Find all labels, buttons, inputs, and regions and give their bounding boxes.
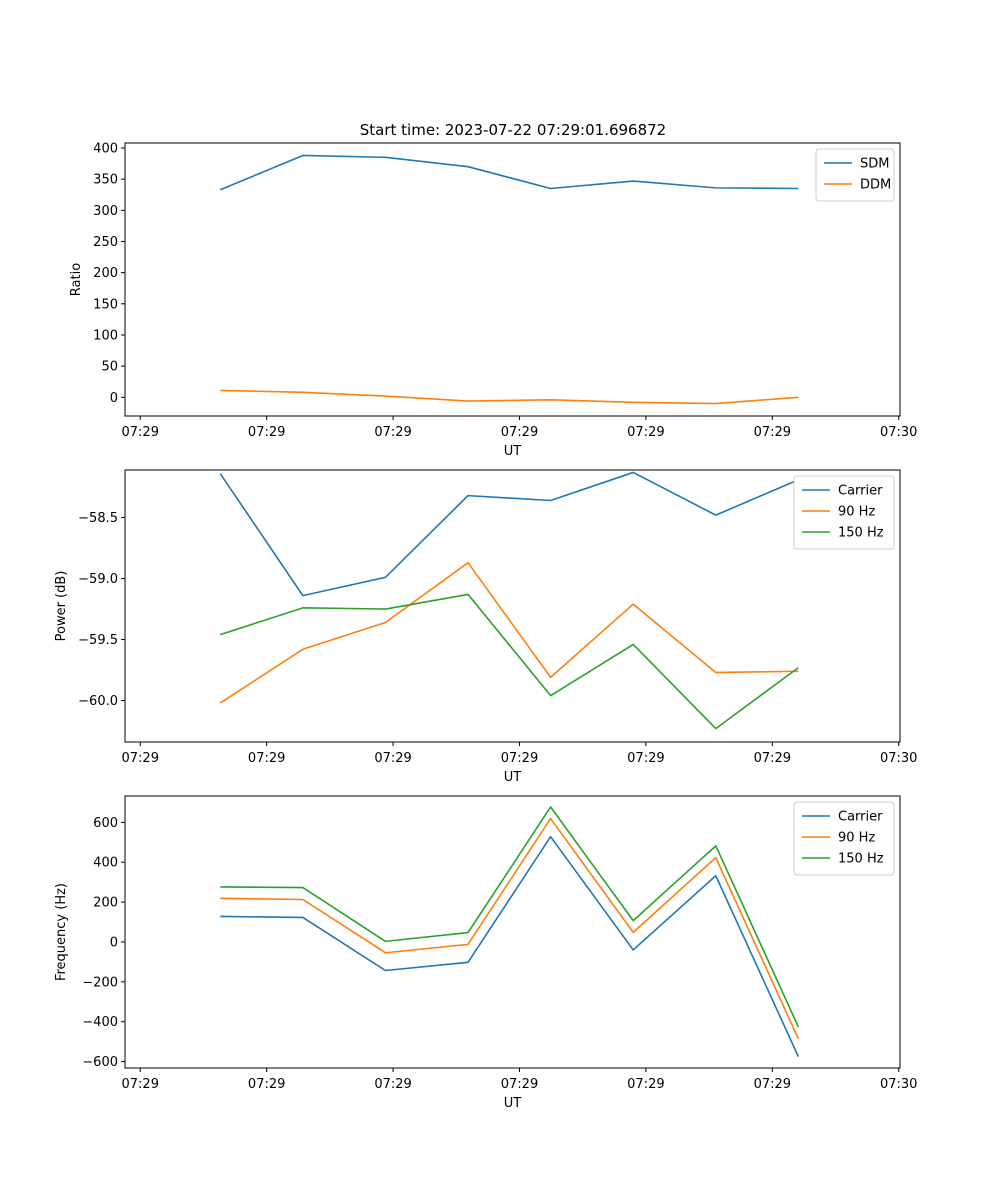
series-line-ddm [220,389,799,405]
x-tick-label: 07:29 [754,425,791,440]
x-tick-label: 07:29 [122,1077,159,1092]
legend-label: DDM [860,178,891,193]
x-tick-label: 07:29 [248,425,285,440]
series-line-150-hz [220,593,799,730]
legend-box [793,801,895,876]
x-tick-label: 07:29 [248,751,285,766]
chart-panel-2: 07:29 07:29 07:29 07:29 07:29 07:29 07:30 −60.0… [54,469,917,785]
x-tick-label: 07:29 [374,425,411,440]
x-tick-label: 07:29 [122,751,159,766]
y-tick-label: 400 [93,141,118,156]
y-tick-label: 200 [93,896,118,911]
x-tick-label: 07:29 [627,1077,664,1092]
y-tick-label: 300 [93,204,118,219]
x-tick-label: 07:29 [122,425,159,440]
y-tick-label: −400 [82,1015,118,1030]
legend: SDM DDM [815,148,895,202]
series-line-90-hz [219,561,799,704]
x-tick-label: 07:30 [880,425,917,440]
y-axis-label: Frequency (Hz) [54,883,69,981]
x-tick-label: 07:29 [501,425,538,440]
y-axis-label: Power (dB) [54,571,69,642]
x-tick-label: 07:29 [374,751,411,766]
plot-area [124,795,901,1069]
x-tick-label: 07:29 [248,1077,285,1092]
chart-panel-3: 07:29 07:29 07:29 07:29 07:29 07:29 07:30 −600 −… [54,795,917,1111]
series-line-carrier [219,471,799,597]
y-tick-label: −58.5 [78,511,118,526]
x-tick-label: 07:30 [880,1077,917,1092]
y-tick-label: −59.0 [78,572,118,587]
legend: Carrier 90 Hz 150 Hz [793,475,895,550]
y-tick-label: 400 [93,856,118,871]
x-tick-label: 07:30 [880,751,917,766]
legend-label: Carrier [838,810,883,825]
legend-box [815,148,895,202]
figure-title: Start time: 2023-07-22 07:29:01.696872 [360,121,666,139]
x-tick-label: 07:29 [754,1077,791,1092]
legend-label: 90 Hz [838,505,875,520]
chart-panel-1: 07:29 07:29 07:29 07:29 07:29 07:29 07:30 0 50 10… [69,141,917,459]
y-tick-label: 50 [101,360,118,375]
y-tick-label: −60.0 [78,694,118,709]
series-line-carrier [220,835,800,1057]
y-tick-label: 250 [93,235,118,250]
y-tick-label: −59.5 [78,633,118,648]
legend-label: 90 Hz [838,831,875,846]
x-axis-label: UT [504,444,522,459]
x-axis-label: UT [504,770,522,785]
y-tick-label: 350 [93,173,118,188]
x-tick-label: 07:29 [754,751,791,766]
y-tick-label: 600 [93,816,118,831]
legend-box [793,475,895,550]
legend-label: 150 Hz [838,852,884,867]
x-axis-label: UT [504,1096,522,1111]
series-line-90-hz [220,817,800,1040]
x-tick-label: 07:29 [501,751,538,766]
charts-group: 07:29 07:29 07:29 07:29 07:29 07:29 07:30 0 50 10… [54,141,917,1111]
y-tick-label: 150 [93,297,118,312]
y-axis-label: Ratio [69,263,84,296]
legend: Carrier 90 Hz 150 Hz [793,801,895,876]
y-tick-label: −200 [82,975,118,990]
plot-area [124,469,901,743]
legend-label: Carrier [838,484,883,499]
legend-label: SDM [860,157,889,172]
y-tick-label: 0 [110,935,118,950]
x-tick-label: 07:29 [374,1077,411,1092]
series-line-150-hz [220,806,800,1028]
x-tick-label: 07:29 [501,1077,538,1092]
x-tick-label: 07:29 [627,751,664,766]
y-tick-label: 0 [110,391,118,406]
y-tick-label: −600 [82,1055,118,1070]
series-line-sdm [219,154,799,191]
y-tick-label: 100 [93,328,118,343]
y-tick-label: 200 [93,266,118,281]
plot-area [124,142,901,417]
legend-label: 150 Hz [838,526,884,541]
x-tick-label: 07:29 [627,425,664,440]
